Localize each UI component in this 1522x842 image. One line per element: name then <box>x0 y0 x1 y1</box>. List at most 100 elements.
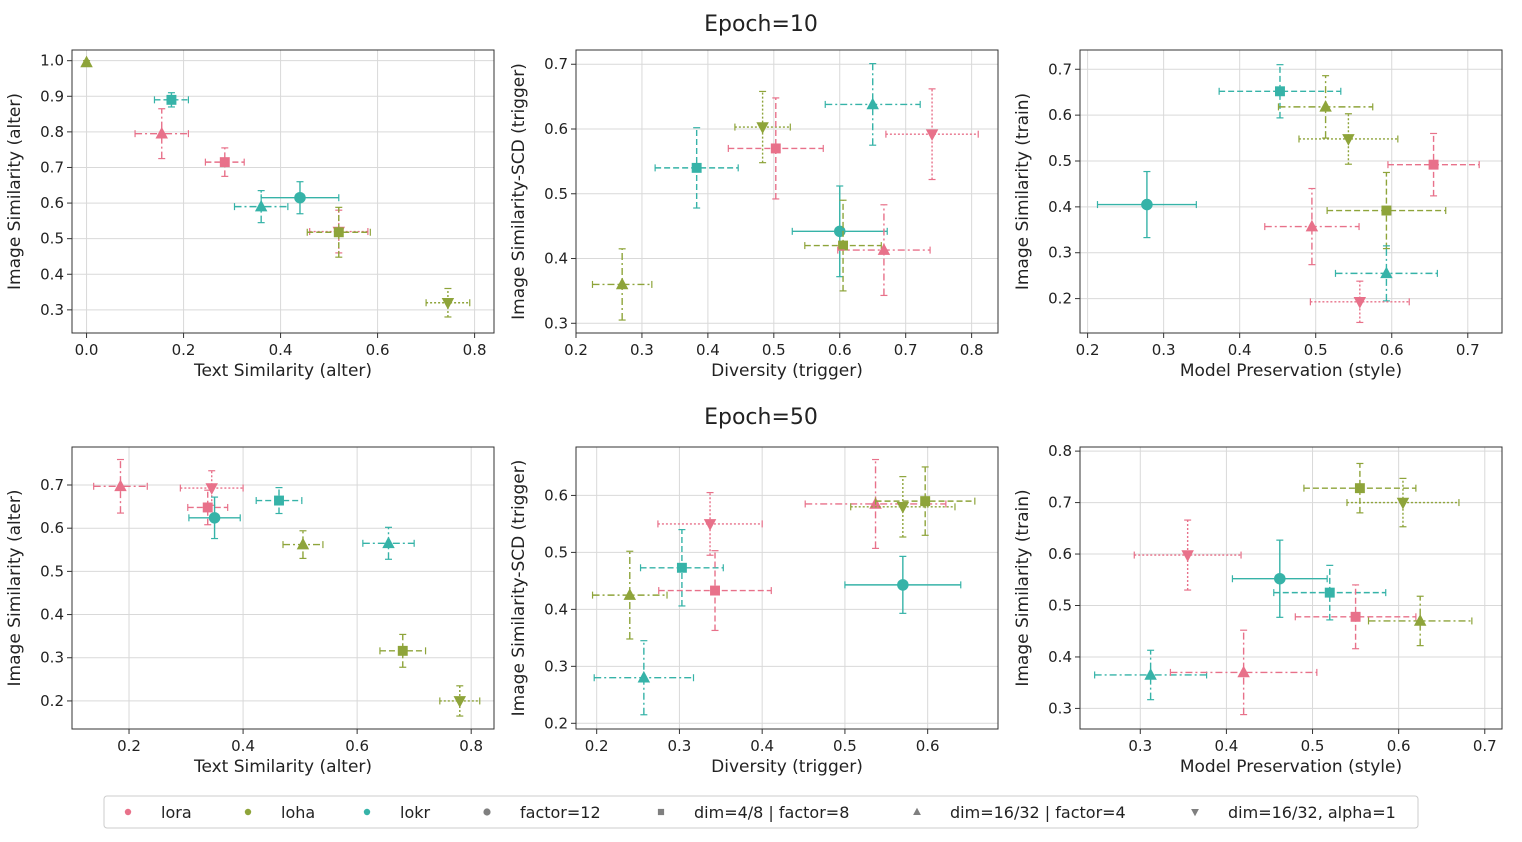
point-marker <box>897 579 909 591</box>
point-marker <box>1428 159 1439 170</box>
data-point-loha-triangle-up <box>591 550 668 640</box>
data-point-lokr-square <box>1218 64 1342 119</box>
legend-item-3: lokr <box>363 803 431 822</box>
legend-swatch <box>124 808 132 816</box>
point-marker <box>925 129 939 141</box>
x-tick-label: 0.7 <box>1456 341 1480 359</box>
x-tick-label: 0.8 <box>463 341 487 359</box>
gridlines <box>1080 50 1502 333</box>
point-marker <box>294 191 306 204</box>
y-tick-label: 0.5 <box>544 185 568 203</box>
x-tick-label: 0.7 <box>894 341 918 359</box>
point-marker <box>877 243 891 255</box>
point-marker <box>1324 587 1335 598</box>
row-title-epoch-10: Epoch=10 <box>704 12 818 37</box>
point-marker <box>1396 497 1410 510</box>
point-marker <box>703 519 717 531</box>
point-marker <box>1380 266 1393 279</box>
plot-frame <box>71 446 495 730</box>
y-tick-label: 0.3 <box>544 314 568 332</box>
data-point-lora-triangle-down <box>1309 280 1410 324</box>
point-marker <box>453 696 467 708</box>
data-point-loha-square <box>1303 462 1417 514</box>
data-point-loha-triangle-up <box>1367 595 1473 647</box>
x-tick-label: 0.5 <box>762 341 786 359</box>
point-marker <box>866 97 879 110</box>
y-tick-label: 0.7 <box>40 476 64 494</box>
legend-item-5: dim=4/8 | factor=8 <box>657 803 849 822</box>
x-axis-label: Text Similarity (alter) <box>193 757 372 777</box>
x-tick-label: 0.2 <box>585 737 609 755</box>
x-tick-label: 0.8 <box>459 737 483 755</box>
data-point-lokr-square <box>255 486 303 515</box>
x-axis-label: Model Preservation (style) <box>1180 361 1402 381</box>
data-point-lokr-triangle-up <box>233 190 289 224</box>
point-marker <box>382 536 395 549</box>
legend-label: factor=12 <box>520 803 601 822</box>
x-tick-label: 0.2 <box>172 341 196 359</box>
point-marker <box>1237 665 1250 678</box>
data-point-loha-square <box>804 199 882 292</box>
x-tick-label: 0.2 <box>117 737 141 755</box>
x-tick-label: 0.4 <box>750 737 774 755</box>
x-tick-label: 0.8 <box>960 341 984 359</box>
y-tick-label: 0.4 <box>544 600 568 618</box>
y-tick-label: 1.0 <box>40 52 64 70</box>
point-marker <box>333 227 344 238</box>
y-tick-label: 0.7 <box>1048 60 1072 78</box>
x-tick-label: 0.6 <box>345 737 369 755</box>
data-point-lokr-circle <box>844 555 962 614</box>
point-marker <box>441 297 455 310</box>
data-point-loha-triangle-down <box>425 287 471 318</box>
data-point-lora-triangle-down <box>885 88 979 181</box>
data-point-loha-triangle-down <box>439 685 481 717</box>
point-marker <box>202 502 213 513</box>
point-marker <box>838 240 849 251</box>
y-tick-label: 0.6 <box>1048 545 1072 563</box>
point-marker <box>1353 297 1367 309</box>
point-marker <box>896 502 910 514</box>
data-point-lokr-circle <box>1096 170 1197 239</box>
gridlines <box>72 447 494 729</box>
y-tick-label: 0.4 <box>544 250 568 268</box>
point-marker <box>274 495 284 506</box>
data-point-lora-square <box>187 489 229 526</box>
data-point-loha-triangle-down <box>1346 477 1460 528</box>
data-point-lora-triangle-up <box>1169 629 1318 716</box>
chart-panel-2: 0.2 0.3 0.4 0.5 0.6 0.7 0.8 0.3 0.4 0.5 0.6 0.7 Dive… <box>509 49 999 381</box>
y-tick-label: 0.7 <box>40 158 64 176</box>
y-tick-label: 0.6 <box>544 486 568 504</box>
y-tick-label: 0.3 <box>1048 699 1072 717</box>
y-tick-label: 0.2 <box>544 714 568 732</box>
point-marker <box>155 126 168 139</box>
data-point-lokr-triangle-up <box>593 640 695 716</box>
point-marker <box>1144 668 1157 680</box>
y-tick-label: 0.3 <box>544 657 568 675</box>
y-tick-label: 0.4 <box>1048 198 1072 216</box>
y-tick-label: 0.9 <box>40 87 64 105</box>
x-tick-label: 0.6 <box>916 737 940 755</box>
x-tick-label: 0.4 <box>1214 737 1238 755</box>
y-tick-label: 0.3 <box>1048 244 1072 262</box>
legend-marker <box>913 807 921 815</box>
y-tick-label: 0.5 <box>1048 152 1072 170</box>
point-marker <box>166 94 177 105</box>
x-tick-label: 0.3 <box>668 737 692 755</box>
legend-marker <box>657 808 665 816</box>
data-point-loha-square <box>1326 171 1447 250</box>
data-point-lokr-triangle-up <box>1094 649 1208 701</box>
data-point-lokr-square <box>1273 564 1387 621</box>
y-axis-label: Image Similarity (train) <box>1013 93 1033 290</box>
point-marker <box>623 588 637 600</box>
legend-marker <box>1191 809 1199 817</box>
data-point-loha-square <box>874 466 976 536</box>
data-point-lora-square <box>204 147 245 177</box>
y-tick-label: 0.5 <box>40 562 64 580</box>
y-tick-label: 0.4 <box>40 265 64 283</box>
y-tick-label: 0.4 <box>1048 648 1072 666</box>
x-axis-label: Diversity (trigger) <box>711 361 863 381</box>
chart-panels: 0.0 0.2 0.4 0.6 0.8 0.3 0.4 0.5 0.6 0.7 0.8 0.9 1.0 T… <box>5 49 1503 777</box>
data-point-loha-triangle-up <box>1277 75 1374 139</box>
y-tick-label: 0.6 <box>544 120 568 138</box>
y-axis-label: Image Similarity (train) <box>1013 489 1033 686</box>
